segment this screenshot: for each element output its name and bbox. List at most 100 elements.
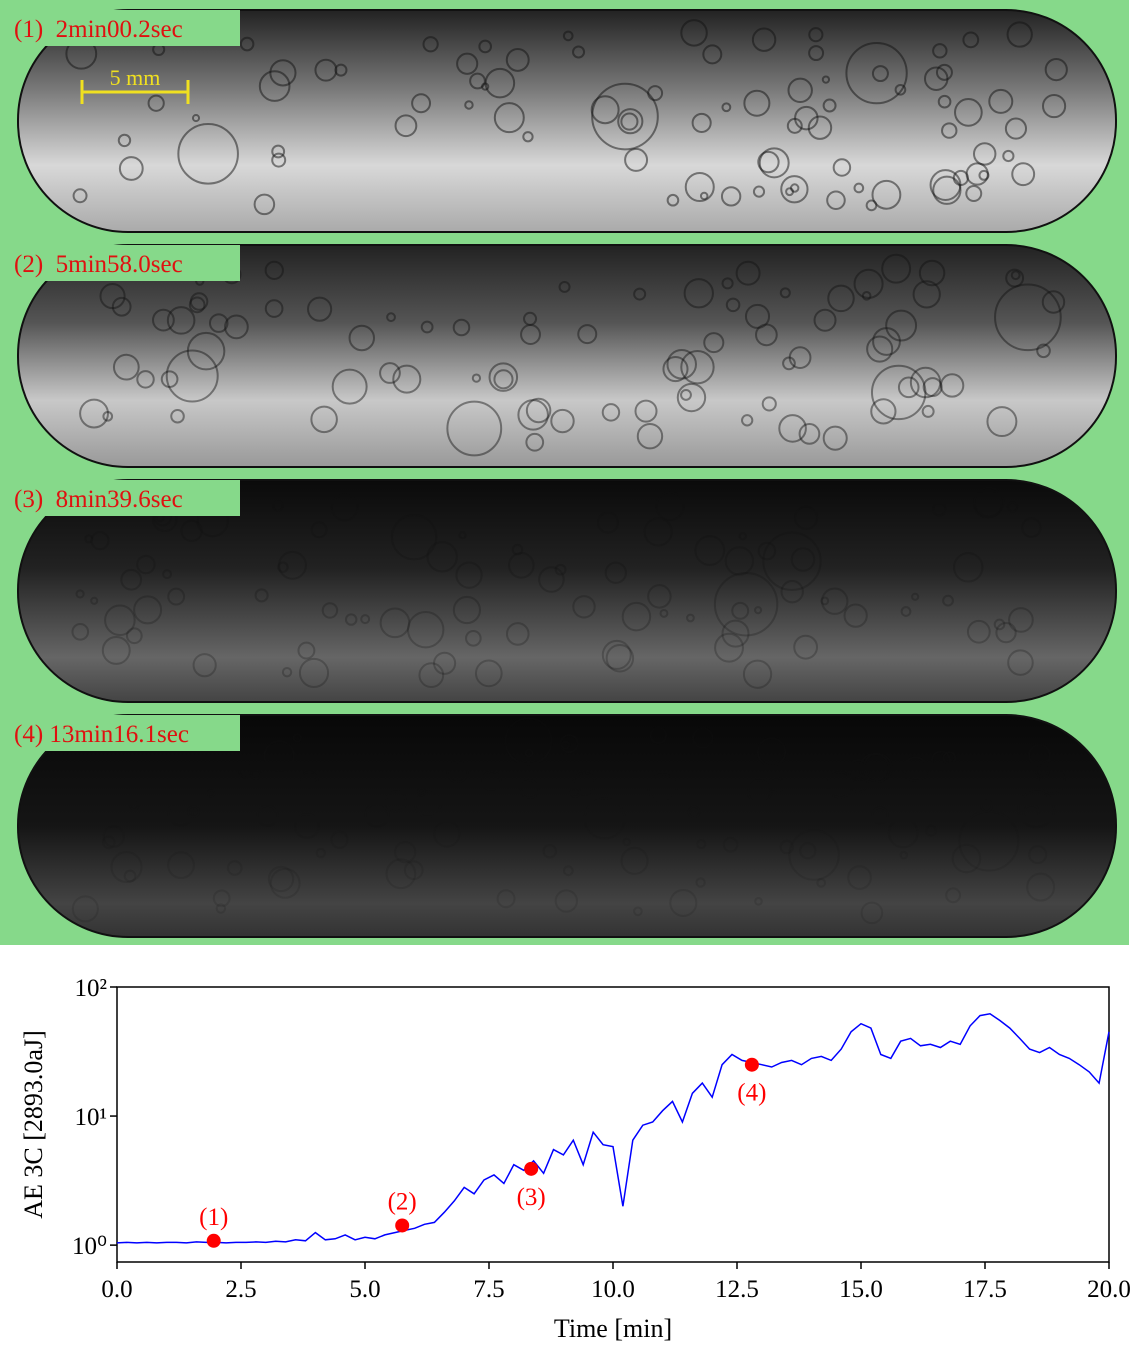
bubble — [1011, 162, 1036, 187]
bubble — [1008, 607, 1034, 633]
bubble — [591, 82, 659, 151]
bubble — [972, 488, 1003, 519]
bubble — [779, 287, 791, 299]
bubble — [617, 108, 644, 135]
bubble — [847, 758, 870, 782]
bubble — [330, 493, 359, 522]
bubble — [125, 627, 143, 645]
scale-bar — [80, 80, 190, 104]
bubble — [508, 552, 535, 579]
bubble — [452, 318, 471, 337]
bubble — [758, 147, 790, 179]
bubble — [493, 369, 514, 390]
bubble — [799, 842, 817, 860]
bubble — [942, 594, 954, 607]
bubble — [995, 621, 1017, 644]
bubble — [226, 860, 243, 876]
bubble — [932, 43, 948, 59]
bubble — [757, 150, 780, 174]
bubble — [932, 502, 947, 517]
bubble — [684, 171, 715, 203]
bubble — [263, 740, 295, 772]
bubble — [756, 737, 787, 767]
bubble — [620, 846, 649, 875]
bubble — [160, 370, 179, 389]
bubble — [754, 897, 763, 906]
bubble — [522, 131, 534, 143]
bubble — [1028, 743, 1051, 767]
bubble — [666, 193, 680, 207]
bubble — [925, 824, 937, 837]
bubble — [577, 324, 598, 345]
bubble — [742, 659, 773, 689]
bubble — [271, 144, 286, 159]
bubble — [269, 867, 301, 899]
bubble — [655, 491, 685, 521]
bubble — [808, 27, 824, 43]
x-tick-label: 15.0 — [839, 1276, 883, 1303]
marker — [206, 1233, 221, 1248]
bubble — [407, 610, 445, 649]
bubble — [937, 94, 952, 109]
bubble — [902, 756, 929, 782]
bubble — [941, 122, 958, 139]
bubble — [505, 47, 530, 72]
bubble — [569, 786, 581, 798]
bubble — [170, 408, 185, 424]
bubble — [517, 399, 549, 431]
bubble — [525, 397, 552, 424]
bubble — [780, 175, 809, 204]
label-box — [8, 715, 240, 751]
bubble — [958, 810, 1020, 872]
bubble — [167, 587, 186, 606]
bubble — [862, 752, 893, 783]
bubble — [853, 182, 865, 194]
bubble — [634, 399, 658, 423]
bubble — [469, 72, 486, 90]
bubble — [102, 410, 114, 422]
marker-label: (3) — [517, 1184, 546, 1211]
bubble — [633, 906, 643, 917]
bubble — [721, 619, 750, 648]
bubble — [751, 27, 777, 52]
bubble — [845, 41, 908, 105]
bubble — [725, 297, 741, 313]
bubble — [511, 543, 524, 556]
bubble — [524, 748, 534, 758]
bubble — [465, 629, 482, 647]
bubble — [713, 572, 779, 637]
bubble — [253, 193, 276, 216]
bubble — [808, 45, 825, 62]
bubble — [743, 89, 771, 117]
bubble — [166, 306, 196, 335]
bubble — [871, 179, 902, 210]
marker — [524, 1161, 539, 1176]
bubble — [853, 268, 884, 299]
bubble — [692, 727, 714, 749]
bubble — [788, 346, 812, 370]
scale-bar-label: 5 mm — [110, 65, 161, 90]
bubble — [870, 364, 927, 421]
bubble — [1007, 649, 1034, 676]
bubble — [794, 105, 819, 131]
bubble — [385, 790, 408, 813]
bubble — [583, 797, 626, 840]
bubble — [761, 396, 777, 412]
bubble — [426, 541, 458, 573]
bubble — [504, 717, 553, 766]
bubble — [123, 869, 137, 883]
bubble — [117, 133, 132, 148]
bubble — [973, 486, 1005, 518]
bubble — [826, 190, 846, 211]
bubble — [1041, 93, 1067, 119]
bubble — [418, 662, 445, 689]
bubble — [954, 98, 983, 127]
bubble — [152, 308, 175, 332]
bubble — [538, 566, 565, 593]
bubble — [505, 622, 530, 646]
bubble — [932, 175, 962, 205]
bubble — [348, 324, 376, 352]
bubble — [519, 779, 540, 799]
bubble — [980, 799, 993, 813]
bubble — [133, 595, 163, 625]
